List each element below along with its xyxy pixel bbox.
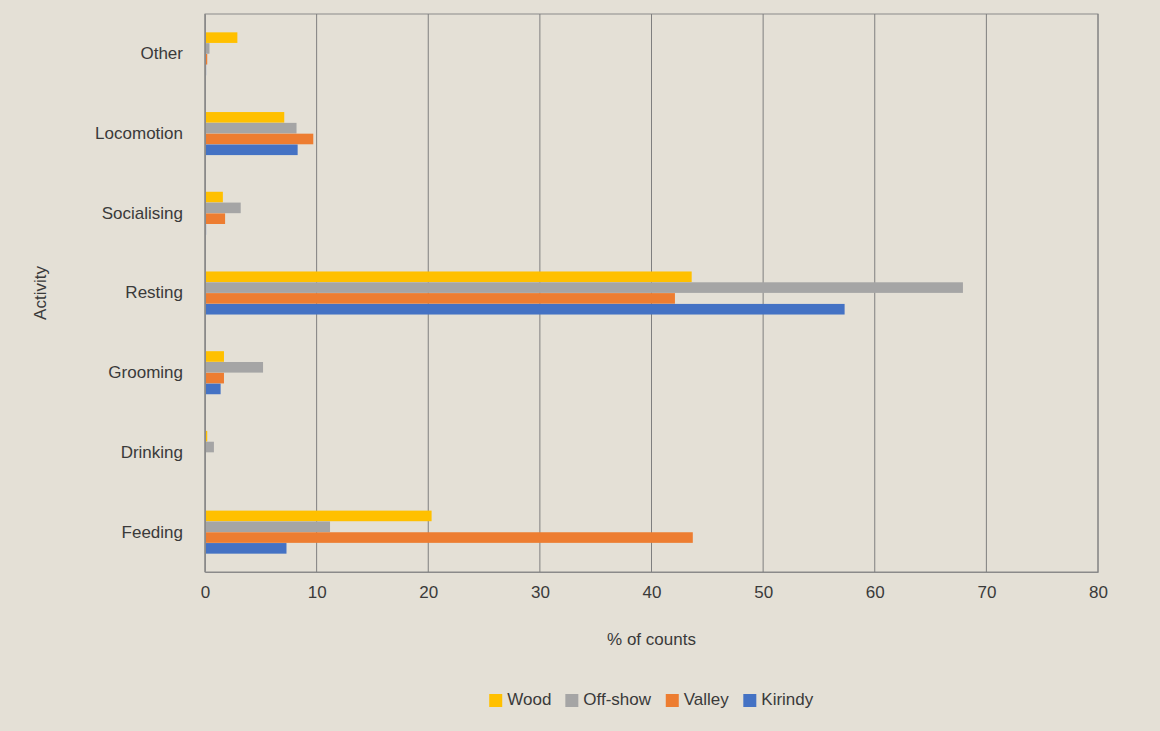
legend-label: Valley (684, 690, 730, 709)
grid-line (316, 14, 317, 572)
grid-line (205, 14, 206, 572)
bar-series (205, 43, 963, 532)
x-tick: 20 (419, 572, 438, 602)
bar-series (205, 65, 845, 554)
x-tick-label: 20 (419, 583, 438, 602)
legend: Wood Off-show Valley Kirindy (489, 690, 814, 709)
y-axis-line (205, 15, 206, 573)
bar (205, 282, 963, 293)
bar (205, 511, 432, 522)
x-tick: 40 (643, 572, 662, 602)
legend-swatch (666, 694, 679, 707)
bar (205, 442, 214, 453)
chart: 0 10 20 30 40 50 60 70 80 Feeding Drinking Grooming… (0, 0, 1160, 731)
legend-item: Wood (489, 690, 551, 709)
x-tick: 30 (531, 572, 550, 602)
bar (205, 362, 263, 373)
y-tick: Socialising (102, 204, 205, 223)
bar (205, 203, 241, 214)
grid-line (986, 14, 987, 572)
bar (205, 532, 693, 543)
x-tick-label: 10 (308, 583, 327, 602)
bar-series (205, 32, 692, 521)
y-tick: Grooming (108, 363, 205, 382)
bar (205, 521, 330, 532)
y-tick: Other (140, 44, 205, 63)
grid-line (1098, 14, 1099, 572)
bar (205, 123, 297, 134)
bar (205, 112, 284, 123)
bar (205, 32, 237, 43)
x-tick: 80 (1089, 572, 1108, 602)
legend-item: Valley (666, 690, 730, 709)
bar-series (205, 54, 693, 543)
bar (205, 213, 225, 224)
x-tick: 0 (201, 572, 210, 602)
y-tick-label: Grooming (108, 363, 183, 382)
x-tick-label: 0 (201, 583, 210, 602)
y-tick: Feeding (122, 523, 205, 542)
x-tick-label: 50 (754, 583, 773, 602)
bar (205, 192, 223, 203)
grid (205, 14, 1098, 572)
y-tick-label: Drinking (121, 443, 183, 462)
legend-swatch (743, 694, 756, 707)
x-tick: 60 (866, 572, 885, 602)
grid-line (763, 14, 764, 572)
legend-label: Off-show (583, 690, 651, 709)
x-tick-label: 80 (1089, 583, 1108, 602)
grid-line (428, 14, 429, 572)
y-tick: Resting (125, 283, 205, 302)
bar (205, 543, 286, 554)
legend-swatch (565, 694, 578, 707)
y-tick-label: Resting (125, 283, 183, 302)
x-tick-label: 40 (643, 583, 662, 602)
legend-swatch (489, 694, 502, 707)
grid-line (651, 14, 652, 572)
bar (205, 271, 692, 282)
bar (205, 293, 675, 304)
y-axis: Feeding Drinking Grooming Resting Socialisin… (95, 15, 205, 573)
x-tick-label: 60 (866, 583, 885, 602)
bar (205, 144, 298, 155)
x-tick-label: 70 (977, 583, 996, 602)
bar (205, 134, 313, 145)
bar (205, 351, 224, 362)
y-tick-label: Feeding (122, 523, 183, 542)
plot-frame (205, 14, 1098, 572)
y-tick: Locomotion (95, 124, 205, 143)
legend-label: Wood (507, 690, 551, 709)
x-tick: 70 (977, 572, 996, 602)
y-axis-title: Activity (31, 266, 50, 320)
y-tick: Drinking (121, 443, 205, 462)
x-tick: 10 (308, 572, 327, 602)
legend-item: Off-show (565, 690, 651, 709)
y-tick-label: Socialising (102, 204, 183, 223)
y-tick-label: Locomotion (95, 124, 183, 143)
x-axis-title: % of counts (607, 630, 696, 649)
bar (205, 384, 221, 395)
bars (205, 32, 963, 553)
x-axis: 0 10 20 30 40 50 60 70 80 (201, 572, 1108, 602)
legend-label: Kirindy (761, 690, 813, 709)
grid-line (539, 14, 540, 572)
grid-line (874, 14, 875, 572)
x-tick: 50 (754, 572, 773, 602)
bar (205, 304, 845, 315)
y-tick-label: Other (140, 44, 183, 63)
x-tick-label: 30 (531, 583, 550, 602)
bar (205, 373, 224, 384)
x-axis-line (206, 572, 1099, 573)
legend-item: Kirindy (743, 690, 813, 709)
